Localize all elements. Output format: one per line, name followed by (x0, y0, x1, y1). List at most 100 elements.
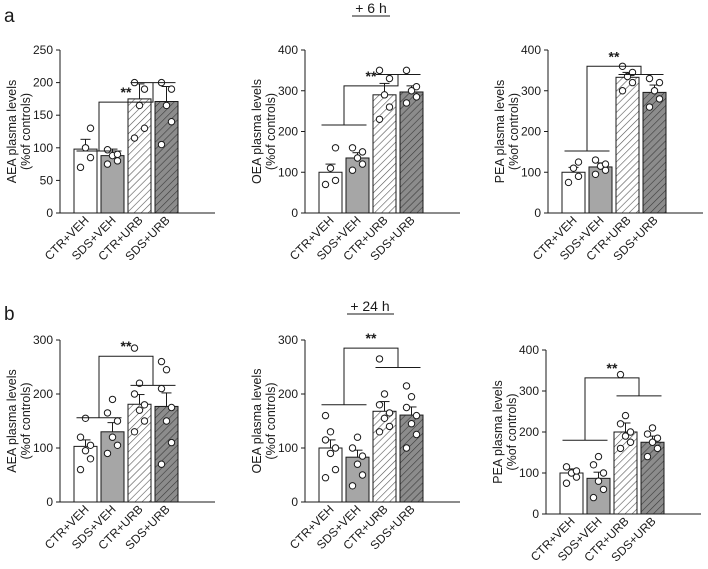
data-point (643, 430, 652, 438)
data-point (653, 434, 662, 442)
data-point (81, 414, 90, 422)
data-point (81, 447, 90, 455)
data-point (375, 115, 384, 123)
panel-label-b: b (4, 304, 15, 325)
data-point (353, 433, 362, 441)
data-point (574, 172, 583, 181)
timepoint-label-24h: + 24 h (347, 298, 394, 315)
chart-b-2: 0 100 200 300 OEA plasma levels (%of controls… (250, 330, 460, 552)
data-point (407, 87, 416, 95)
y-axis-label: OEA plasma levels (250, 369, 264, 474)
data-point (412, 93, 421, 101)
y-tick-label: 300 (33, 333, 53, 347)
y-tick-label: 100 (278, 165, 298, 179)
data-point (407, 420, 416, 428)
data-point (375, 401, 384, 409)
data-point (108, 433, 117, 441)
data-point (326, 428, 335, 436)
y-axis-label: OEA plasma levels (250, 79, 264, 184)
significance-stars: ** (607, 360, 618, 376)
data-point (562, 463, 571, 471)
y-tick-label: 400 (519, 343, 539, 357)
y-tick-label: 0 (291, 206, 298, 220)
data-point (321, 436, 330, 444)
y-tick-label: 100 (521, 165, 541, 179)
data-point (358, 471, 367, 479)
bar-sds-veh (100, 431, 125, 503)
data-point (645, 103, 654, 111)
data-point (412, 82, 421, 91)
data-point (86, 124, 95, 132)
data-point (569, 164, 578, 172)
data-point (653, 444, 662, 453)
data-point (616, 420, 625, 428)
significance-stars: ** (121, 84, 132, 100)
data-point (380, 91, 389, 99)
bar-sds-veh (345, 157, 370, 214)
timepoint-label-6h: + 6 h (352, 0, 390, 17)
data-point (167, 438, 176, 447)
significance-bracket: ** (321, 330, 421, 406)
data-point (643, 452, 652, 461)
data-point (331, 444, 340, 452)
data-point (562, 479, 571, 487)
significance-stars: ** (121, 338, 132, 354)
data-point (645, 74, 654, 83)
data-point (648, 438, 657, 446)
data-point (113, 441, 122, 449)
data-point (348, 144, 357, 152)
y-tick-label: 200 (519, 425, 539, 439)
data-point (326, 449, 335, 458)
data-point (626, 428, 635, 436)
data-point (591, 156, 600, 164)
y-tick-label: 0 (46, 206, 53, 220)
y-axis-label: (%of controls) (505, 393, 519, 470)
data-point (572, 467, 581, 475)
data-point (628, 78, 637, 87)
data-point (348, 166, 357, 174)
data-point (650, 87, 659, 95)
data-point (157, 384, 166, 393)
data-point (402, 382, 411, 390)
data-point (412, 430, 421, 439)
data-point (135, 406, 144, 414)
data-point (103, 409, 112, 417)
significance-bracket: ** (321, 68, 421, 126)
data-point (157, 460, 166, 468)
bracket-connector (584, 377, 640, 441)
y-tick-label: 100 (519, 466, 539, 480)
data-point (375, 428, 384, 436)
significance-bracket: ** (562, 360, 662, 441)
data-point (574, 158, 583, 166)
y-tick-label: 100 (33, 141, 53, 155)
y-tick-label: 50 (40, 173, 54, 187)
bracket-connector (343, 347, 399, 405)
data-point (157, 357, 166, 366)
data-point (564, 178, 573, 187)
data-point (113, 157, 122, 165)
data-point (162, 101, 171, 110)
chart-b-3: 0 100 200 300 400 PEA plasma levels (%of contr… (491, 343, 701, 564)
bracket-connector (98, 82, 154, 152)
data-point (626, 438, 635, 446)
data-point (326, 164, 335, 172)
data-point (135, 101, 144, 110)
y-tick-label: 200 (278, 125, 298, 139)
bracket-connector (343, 74, 399, 125)
chart-a-2: 0 100 200 300 400 OEA plasma levels (%of contr… (250, 43, 460, 263)
data-point (402, 444, 411, 452)
data-point (86, 153, 95, 162)
y-tick-label: 200 (33, 387, 53, 401)
y-tick-label: 0 (46, 495, 53, 509)
y-tick-label: 200 (33, 76, 53, 90)
significance-bracket: ** (76, 82, 176, 152)
data-point (589, 493, 598, 502)
data-point (353, 460, 362, 468)
data-point (601, 160, 610, 168)
panel-label-a: a (4, 6, 15, 27)
chart-a-3: 0 100 200 300 400 PEA plasma levels (%of contr… (493, 43, 703, 263)
chart-b-1: 0 100 200 300 AEA plasma levels (%of controls… (5, 333, 215, 552)
data-point (385, 103, 394, 111)
data-point (402, 403, 411, 412)
